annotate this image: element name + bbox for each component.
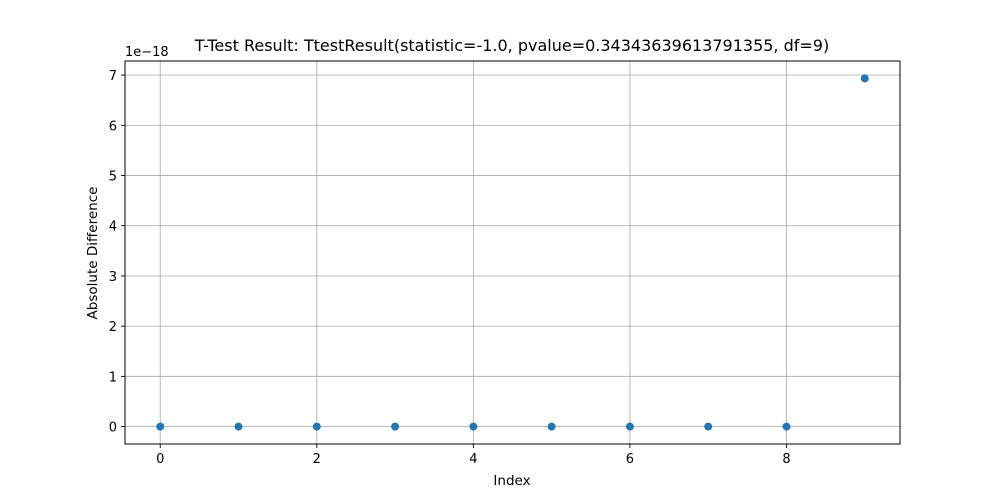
y-tick-label: 2 [109,320,117,335]
y-axis-offset-label: 1e−18 [125,45,169,60]
y-tick-label: 5 [109,170,117,185]
y-tick-label: 4 [109,220,117,235]
data-point [547,422,556,431]
x-tick-label: 4 [469,452,477,467]
data-point [782,422,791,431]
x-axis-label: Index [493,473,530,489]
x-tick-label: 8 [782,452,790,467]
data-point [312,422,321,431]
data-point [625,422,634,431]
x-tick-label: 6 [626,452,634,467]
chart-title: T-Test Result: TtestResult(statistic=-1.… [194,36,829,55]
data-point [704,422,713,431]
y-axis-label: Absolute Difference [85,187,101,320]
data-point [469,422,478,431]
plot-area: 0 2 4 6 8 0 1 2 3 4 5 6 7 [109,60,901,467]
y-tick-label: 6 [109,119,117,134]
y-tick-label: 1 [109,370,117,385]
data-point [391,422,400,431]
y-tick-label: 3 [109,270,117,285]
data-point [234,422,243,431]
y-tick-label: 0 [109,421,117,436]
x-tick-label: 2 [313,452,321,467]
data-point [156,422,165,431]
axes-frame [124,60,901,445]
x-tick-label: 0 [156,452,164,467]
data-point [860,74,869,83]
y-tick-label: 7 [109,69,117,84]
